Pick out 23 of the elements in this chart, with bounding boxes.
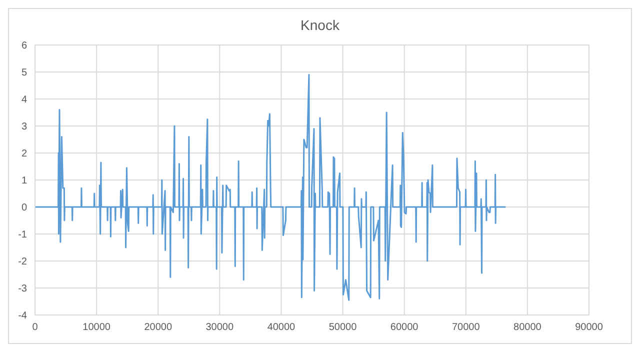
y-tick-label: -2 [18, 256, 28, 268]
line-series [35, 74, 506, 301]
x-tick-label: 40000 [267, 322, 296, 334]
y-tick-label: 2 [21, 148, 28, 160]
x-tick-label: 20000 [144, 322, 172, 334]
y-tick-label: -3 [18, 284, 28, 295]
y-tick-label: -4 [18, 310, 28, 322]
x-tick-label: 0 [32, 322, 38, 334]
y-tick-label: 5 [21, 68, 28, 79]
x-tick-label: 60000 [390, 322, 419, 334]
x-tick-label: 70000 [452, 322, 480, 334]
x-tick-label: 10000 [82, 322, 111, 334]
x-tick-label: 90000 [575, 322, 604, 334]
x-tick-label: 50000 [328, 322, 358, 334]
y-tick-label: 6 [21, 40, 28, 52]
y-tick-label: 1 [21, 176, 28, 187]
y-tick-label: 4 [21, 94, 28, 106]
y-tick-label: -1 [18, 230, 28, 241]
chart-title: Knock [300, 16, 340, 35]
y-tick-label: 3 [21, 122, 28, 133]
x-tick-label: 30000 [206, 322, 234, 334]
y-tick-label: 0 [21, 202, 28, 214]
x-tick-label: 80000 [514, 322, 542, 334]
